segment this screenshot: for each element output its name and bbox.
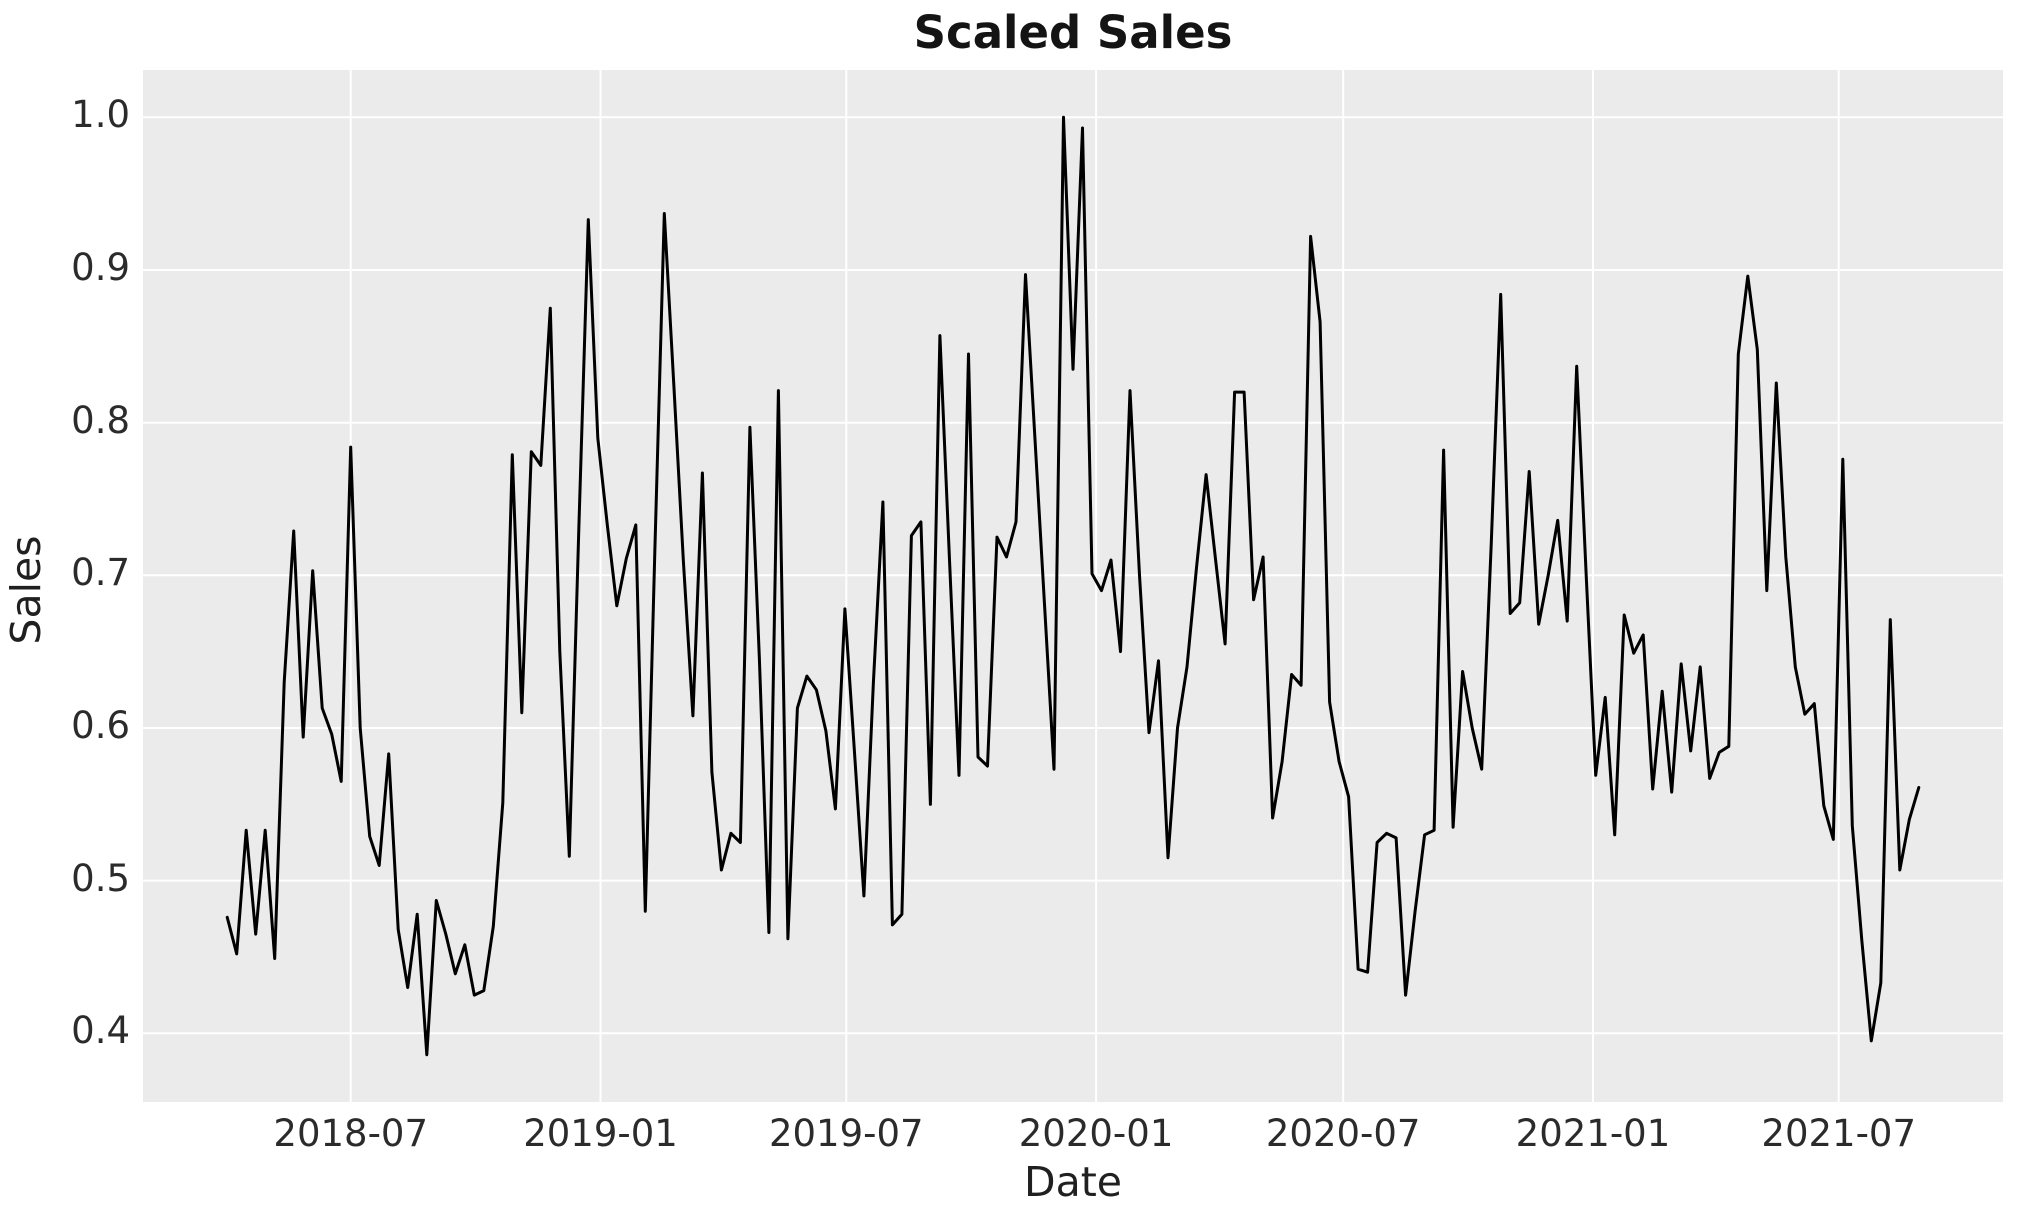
- y-tick-label: 0.5: [71, 856, 130, 900]
- sales-line: [225, 115, 1921, 1057]
- x-tick-label: 2019-01: [523, 1112, 678, 1155]
- x-tick-label: 2018-07: [273, 1112, 429, 1155]
- y-tick-label: 0.9: [71, 245, 130, 289]
- x-tick-label: 2021-07: [1761, 1112, 1917, 1155]
- plot-area: [143, 70, 2003, 1102]
- y-tick-label: 0.7: [71, 551, 130, 595]
- y-tick-label: 0.4: [71, 1009, 130, 1053]
- plot-background: [143, 70, 2003, 1102]
- x-axis-label: Date: [1024, 1158, 1122, 1206]
- x-tick-label: 2019-07: [768, 1112, 924, 1155]
- y-tick-label: 0.6: [71, 703, 130, 747]
- x-tick-label: 2021-01: [1515, 1112, 1671, 1155]
- x-tick-label: 2020-01: [1018, 1112, 1174, 1155]
- x-tick-label: 2020-07: [1265, 1112, 1421, 1155]
- y-axis-label: Sales: [2, 535, 50, 645]
- y-tick-label: 0.8: [71, 398, 130, 442]
- y-tick-label: 1.0: [71, 93, 130, 137]
- chart-title: Scaled Sales: [913, 6, 1233, 59]
